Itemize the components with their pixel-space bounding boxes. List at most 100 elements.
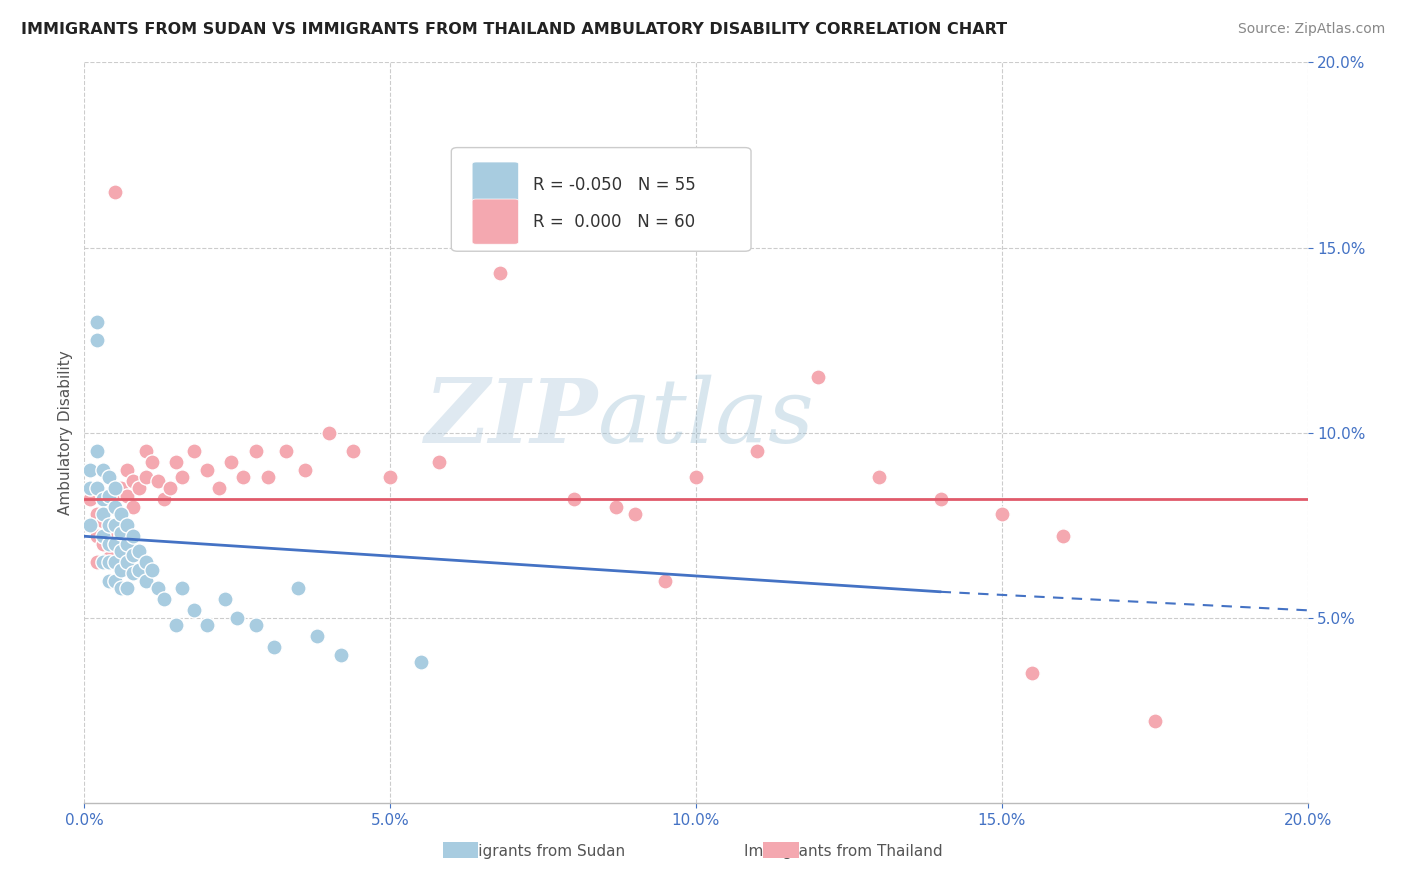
Point — [263, 640, 285, 655]
Text: atlas: atlas — [598, 375, 814, 461]
Point — [245, 618, 267, 632]
Point — [104, 185, 127, 199]
Point — [562, 492, 585, 507]
Point — [122, 548, 145, 562]
Point — [110, 507, 132, 521]
Point — [1143, 714, 1166, 729]
Point — [287, 581, 309, 595]
Point — [1052, 529, 1074, 543]
Point — [624, 507, 647, 521]
Point — [91, 492, 114, 507]
Point — [91, 507, 114, 521]
Point — [305, 629, 328, 643]
Point — [79, 518, 101, 533]
Point — [135, 555, 157, 569]
Point — [86, 481, 108, 495]
Point — [91, 515, 114, 529]
FancyBboxPatch shape — [472, 162, 519, 207]
Text: R =  0.000   N = 60: R = 0.000 N = 60 — [533, 212, 696, 231]
Point — [122, 474, 145, 488]
Point — [165, 618, 187, 632]
Point — [122, 500, 145, 514]
Text: Immigrants from Thailand: Immigrants from Thailand — [744, 845, 943, 859]
Point — [91, 462, 114, 476]
Point — [685, 470, 707, 484]
Point — [97, 500, 120, 514]
Point — [97, 489, 120, 503]
Point — [91, 555, 114, 569]
Point — [807, 370, 830, 384]
Point — [183, 444, 205, 458]
Point — [214, 592, 236, 607]
Point — [97, 574, 120, 588]
Text: IMMIGRANTS FROM SUDAN VS IMMIGRANTS FROM THAILAND AMBULATORY DISABILITY CORRELAT: IMMIGRANTS FROM SUDAN VS IMMIGRANTS FROM… — [21, 22, 1007, 37]
Text: Immigrants from Sudan: Immigrants from Sudan — [444, 845, 624, 859]
Point — [79, 462, 101, 476]
Point — [153, 492, 176, 507]
Point — [172, 581, 194, 595]
Y-axis label: Ambulatory Disability: Ambulatory Disability — [58, 351, 73, 515]
Point — [91, 489, 114, 503]
Point — [79, 481, 101, 495]
Point — [294, 462, 316, 476]
Point — [128, 544, 150, 558]
Point — [135, 470, 157, 484]
Point — [86, 507, 108, 521]
Point — [110, 544, 132, 558]
Text: R = -0.050   N = 55: R = -0.050 N = 55 — [533, 176, 696, 194]
Point — [1021, 666, 1043, 681]
Point — [135, 574, 157, 588]
Point — [276, 444, 298, 458]
Point — [104, 500, 127, 514]
Point — [86, 444, 108, 458]
Point — [86, 333, 108, 347]
Point — [172, 470, 194, 484]
Point — [110, 529, 132, 543]
Point — [79, 518, 101, 533]
Point — [115, 462, 138, 476]
Point — [195, 618, 218, 632]
Point — [747, 444, 769, 458]
FancyBboxPatch shape — [472, 199, 519, 244]
Point — [115, 536, 138, 550]
Point — [122, 566, 145, 581]
Point — [104, 481, 127, 495]
Point — [122, 529, 145, 543]
Point — [97, 470, 120, 484]
Point — [91, 529, 114, 543]
Point — [86, 529, 108, 543]
Point — [409, 655, 432, 669]
Point — [141, 563, 163, 577]
Point — [380, 470, 402, 484]
Point — [219, 455, 242, 469]
Point — [257, 470, 280, 484]
Point — [110, 525, 132, 540]
Point — [929, 492, 952, 507]
Point — [110, 581, 132, 595]
Point — [79, 462, 101, 476]
Point — [146, 581, 169, 595]
Point — [128, 563, 150, 577]
Point — [104, 492, 127, 507]
Point — [110, 563, 132, 577]
Point — [104, 555, 127, 569]
Point — [991, 507, 1014, 521]
Point — [91, 536, 114, 550]
Point — [86, 555, 108, 569]
Point — [115, 489, 138, 503]
Point — [427, 455, 450, 469]
Point — [146, 474, 169, 488]
Point — [153, 592, 176, 607]
Point — [115, 581, 138, 595]
Point — [605, 500, 627, 514]
Point — [97, 470, 120, 484]
Point — [183, 603, 205, 617]
Point — [104, 518, 127, 533]
Point — [104, 536, 127, 550]
Point — [232, 470, 254, 484]
FancyBboxPatch shape — [451, 147, 751, 252]
Point — [165, 455, 187, 469]
Point — [141, 455, 163, 469]
Point — [342, 444, 364, 458]
Point — [318, 425, 340, 440]
